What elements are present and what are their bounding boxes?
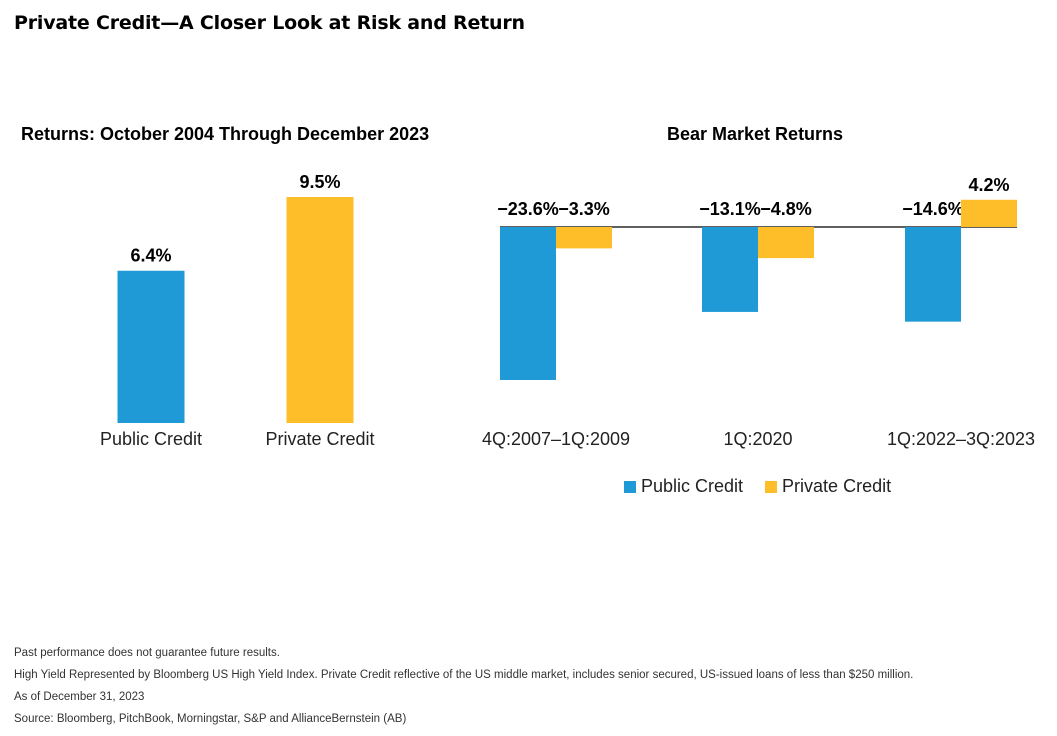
- footnote-date: As of December 31, 2023: [14, 691, 145, 703]
- left-category-label-1: Private Credit: [265, 429, 374, 449]
- right-bar-label-2-0: −14.6%: [902, 199, 964, 219]
- footnote-performance: Past performance does not guarantee futu…: [14, 647, 280, 659]
- footnote-source: Source: Bloomberg, PitchBook, Morningsta…: [14, 713, 407, 725]
- right-bar-label-0-0: −23.6%: [497, 199, 559, 219]
- left-bar-0: [117, 270, 185, 423]
- right-bar-2-1: [961, 199, 1017, 227]
- right-bar-label-0-1: −3.3%: [558, 199, 610, 219]
- bear-market-legend: Public Credit Private Credit: [624, 476, 913, 497]
- footnotes: Past performance does not guarantee futu…: [14, 642, 913, 730]
- right-category-label-1: 1Q:2020: [723, 429, 792, 449]
- right-bar-label-1-0: −13.1%: [699, 199, 761, 219]
- legend-swatch-private: [765, 480, 778, 493]
- left-bar-label-1: 9.5%: [299, 172, 340, 192]
- right-bar-label-1-1: −4.8%: [760, 199, 812, 219]
- left-bar-label-0: 6.4%: [130, 246, 171, 266]
- right-bar-label-2-1: 4.2%: [968, 175, 1009, 195]
- legend-swatch-public: [624, 480, 636, 493]
- footnote-index: High Yield Represented by Bloomberg US H…: [14, 669, 914, 681]
- right-category-label-0: 4Q:2007–1Q:2009: [482, 429, 630, 449]
- right-bar-2-0: [905, 227, 961, 322]
- right-chart-title: Bear Market Returns: [667, 124, 844, 144]
- right-category-label-2: 1Q:2022–3Q:2023: [887, 429, 1035, 449]
- legend-label-public: Public Credit: [641, 476, 744, 496]
- left-bar-1: [286, 197, 354, 423]
- right-bar-0-1: [556, 227, 612, 249]
- left-chart-title: Returns: October 2004 Through December 2…: [21, 124, 430, 144]
- right-bar-1-1: [758, 227, 814, 259]
- page-title: Private Credit—A Closer Look at Risk and…: [14, 12, 525, 34]
- right-bar-1-0: [702, 227, 758, 312]
- legend-item-public: Public Credit: [624, 476, 743, 497]
- left-category-label-0: Public Credit: [100, 429, 202, 449]
- legend-label-private: Private Credit: [782, 476, 892, 496]
- legend-item-private: Private Credit: [765, 476, 891, 497]
- right-bar-0-0: [500, 227, 556, 380]
